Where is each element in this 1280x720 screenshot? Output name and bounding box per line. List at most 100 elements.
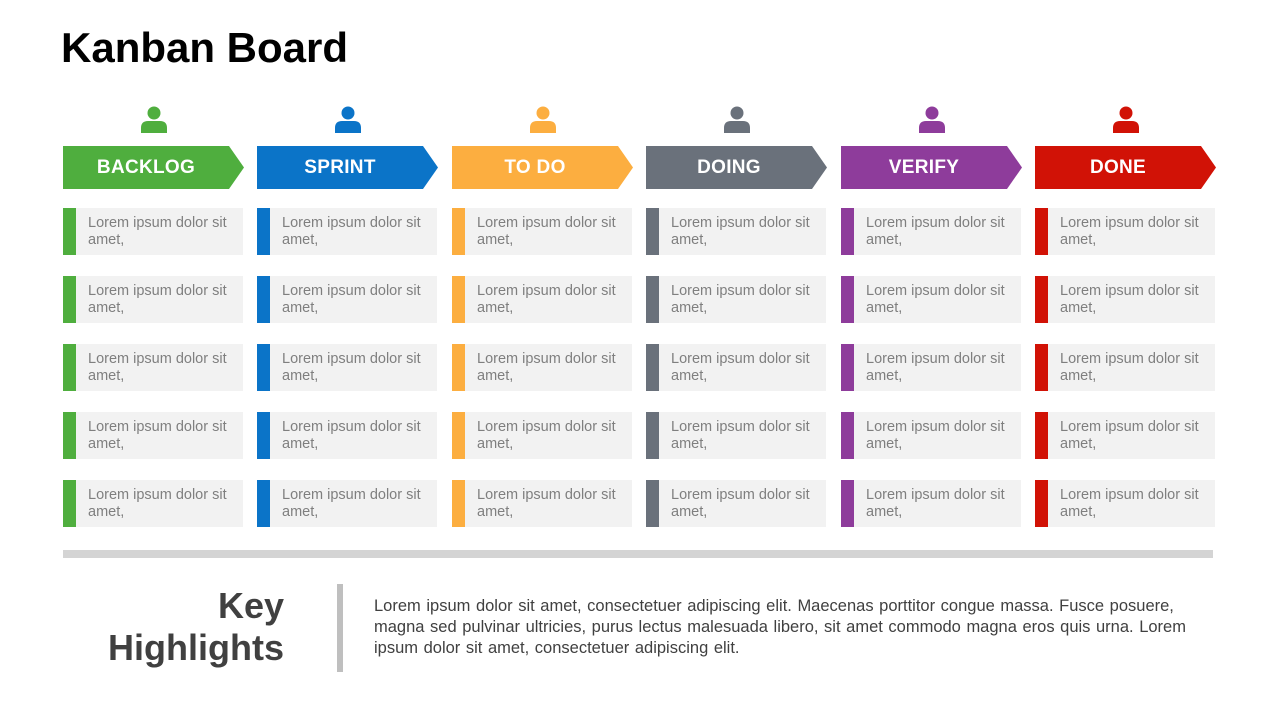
- card-accent-bar: [257, 276, 270, 323]
- card-accent-bar: [63, 412, 76, 459]
- card-accent-bar: [257, 412, 270, 459]
- card-text: Lorem ipsum dolor sit amet,: [671, 419, 810, 452]
- card-accent-bar: [841, 344, 854, 391]
- kanban-card[interactable]: Lorem ipsum dolor sit amet,: [452, 480, 632, 527]
- card-text: Lorem ipsum dolor sit amet,: [282, 487, 421, 520]
- kanban-card[interactable]: Lorem ipsum dolor sit amet,: [452, 344, 632, 391]
- card-text: Lorem ipsum dolor sit amet,: [866, 487, 1005, 520]
- kanban-card[interactable]: Lorem ipsum dolor sit amet,: [257, 344, 437, 391]
- card-accent-bar: [63, 208, 76, 255]
- key-highlights-title-line1: Key: [217, 585, 284, 626]
- card-accent-bar: [646, 208, 659, 255]
- column-header[interactable]: SPRINT: [257, 146, 438, 189]
- kanban-card[interactable]: Lorem ipsum dolor sit amet,: [257, 208, 437, 255]
- kanban-card[interactable]: Lorem ipsum dolor sit amet,: [646, 276, 826, 323]
- kanban-card[interactable]: Lorem ipsum dolor sit amet,: [63, 344, 243, 391]
- column-header[interactable]: BACKLOG: [63, 146, 244, 189]
- kanban-card[interactable]: Lorem ipsum dolor sit amet,: [63, 276, 243, 323]
- kanban-card[interactable]: Lorem ipsum dolor sit amet,: [646, 208, 826, 255]
- page-title: Kanban Board: [61, 24, 349, 71]
- card-accent-bar: [841, 480, 854, 527]
- kanban-card[interactable]: Lorem ipsum dolor sit amet,: [1035, 208, 1215, 255]
- card-accent-bar: [841, 412, 854, 459]
- key-highlights-title: Key Highlights: [40, 585, 284, 669]
- card-text: Lorem ipsum dolor sit amet,: [1060, 215, 1199, 248]
- card-text: Lorem ipsum dolor sit amet,: [1060, 351, 1199, 384]
- card-text: Lorem ipsum dolor sit amet,: [671, 283, 810, 316]
- kanban-card[interactable]: Lorem ipsum dolor sit amet,: [1035, 412, 1215, 459]
- section-divider: [63, 550, 1213, 558]
- kanban-card[interactable]: Lorem ipsum dolor sit amet,: [841, 480, 1021, 527]
- person-icon: [140, 105, 168, 133]
- card-accent-bar: [841, 276, 854, 323]
- kanban-card[interactable]: Lorem ipsum dolor sit amet,: [452, 208, 632, 255]
- kanban-card[interactable]: Lorem ipsum dolor sit amet,: [1035, 344, 1215, 391]
- kanban-card[interactable]: Lorem ipsum dolor sit amet,: [63, 480, 243, 527]
- card-text: Lorem ipsum dolor sit amet,: [671, 215, 810, 248]
- card-text: Lorem ipsum dolor sit amet,: [671, 351, 810, 384]
- column-header-label: VERIFY: [888, 157, 960, 178]
- kanban-card[interactable]: Lorem ipsum dolor sit amet,: [63, 208, 243, 255]
- column-header-label: SPRINT: [304, 157, 376, 178]
- card-accent-bar: [63, 480, 76, 527]
- kanban-card[interactable]: Lorem ipsum dolor sit amet,: [1035, 276, 1215, 323]
- card-text: Lorem ipsum dolor sit amet,: [88, 215, 227, 248]
- card-text: Lorem ipsum dolor sit amet,: [88, 487, 227, 520]
- card-text: Lorem ipsum dolor sit amet,: [88, 283, 227, 316]
- card-accent-bar: [1035, 480, 1048, 527]
- card-text: Lorem ipsum dolor sit amet,: [88, 351, 227, 384]
- kanban-card[interactable]: Lorem ipsum dolor sit amet,: [841, 344, 1021, 391]
- column-header[interactable]: DONE: [1035, 146, 1216, 189]
- card-text: Lorem ipsum dolor sit amet,: [866, 419, 1005, 452]
- kanban-card[interactable]: Lorem ipsum dolor sit amet,: [452, 276, 632, 323]
- kanban-card[interactable]: Lorem ipsum dolor sit amet,: [841, 276, 1021, 323]
- card-text: Lorem ipsum dolor sit amet,: [88, 419, 227, 452]
- kanban-card[interactable]: Lorem ipsum dolor sit amet,: [841, 208, 1021, 255]
- card-accent-bar: [63, 344, 76, 391]
- card-accent-bar: [646, 412, 659, 459]
- kanban-card[interactable]: Lorem ipsum dolor sit amet,: [841, 412, 1021, 459]
- kanban-card[interactable]: Lorem ipsum dolor sit amet,: [646, 412, 826, 459]
- kanban-card[interactable]: Lorem ipsum dolor sit amet,: [257, 412, 437, 459]
- card-accent-bar: [452, 344, 465, 391]
- card-accent-bar: [452, 480, 465, 527]
- kanban-card[interactable]: Lorem ipsum dolor sit amet,: [257, 276, 437, 323]
- column-header[interactable]: TO DO: [452, 146, 633, 189]
- kanban-card[interactable]: Lorem ipsum dolor sit amet,: [646, 480, 826, 527]
- card-accent-bar: [1035, 208, 1048, 255]
- card-accent-bar: [257, 480, 270, 527]
- column-header[interactable]: VERIFY: [841, 146, 1022, 189]
- person-icon: [334, 105, 362, 133]
- card-text: Lorem ipsum dolor sit amet,: [477, 283, 616, 316]
- card-accent-bar: [646, 344, 659, 391]
- card-accent-bar: [63, 276, 76, 323]
- kanban-card[interactable]: Lorem ipsum dolor sit amet,: [646, 344, 826, 391]
- column-header-label: DONE: [1089, 157, 1147, 178]
- person-icon: [918, 105, 946, 133]
- card-text: Lorem ipsum dolor sit amet,: [866, 351, 1005, 384]
- card-text: Lorem ipsum dolor sit amet,: [477, 215, 616, 248]
- kanban-card[interactable]: Lorem ipsum dolor sit amet,: [1035, 480, 1215, 527]
- card-text: Lorem ipsum dolor sit amet,: [477, 351, 616, 384]
- card-text: Lorem ipsum dolor sit amet,: [866, 215, 1005, 248]
- card-accent-bar: [841, 208, 854, 255]
- card-accent-bar: [452, 276, 465, 323]
- card-accent-bar: [646, 276, 659, 323]
- card-text: Lorem ipsum dolor sit amet,: [282, 283, 421, 316]
- kanban-card[interactable]: Lorem ipsum dolor sit amet,: [257, 480, 437, 527]
- kanban-card[interactable]: Lorem ipsum dolor sit amet,: [63, 412, 243, 459]
- key-highlights-title-line2: Highlights: [108, 627, 284, 668]
- card-accent-bar: [646, 480, 659, 527]
- card-text: Lorem ipsum dolor sit amet,: [282, 215, 421, 248]
- card-text: Lorem ipsum dolor sit amet,: [1060, 419, 1199, 452]
- key-highlights-body: Lorem ipsum dolor sit amet, consectetuer…: [374, 597, 1186, 657]
- kanban-card[interactable]: Lorem ipsum dolor sit amet,: [452, 412, 632, 459]
- person-icon: [1112, 105, 1140, 133]
- card-accent-bar: [1035, 276, 1048, 323]
- column-header-label: BACKLOG: [96, 157, 196, 178]
- card-accent-bar: [1035, 412, 1048, 459]
- column-header[interactable]: DOING: [646, 146, 827, 189]
- card-accent-bar: [452, 412, 465, 459]
- card-accent-bar: [1035, 344, 1048, 391]
- card-text: Lorem ipsum dolor sit amet,: [866, 283, 1005, 316]
